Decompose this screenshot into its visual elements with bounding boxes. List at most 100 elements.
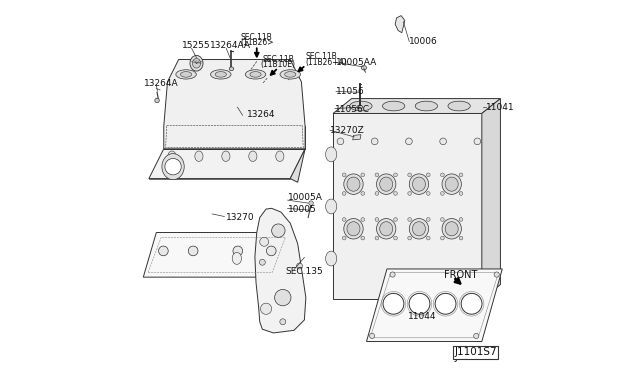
Circle shape [408,173,412,177]
Ellipse shape [347,177,360,191]
Polygon shape [482,99,500,299]
Ellipse shape [250,71,261,77]
Circle shape [361,218,365,221]
Circle shape [409,294,430,314]
Ellipse shape [406,138,412,145]
Polygon shape [164,60,305,149]
Circle shape [459,236,463,240]
Circle shape [260,303,271,314]
Ellipse shape [376,174,396,194]
Circle shape [375,236,379,240]
Ellipse shape [285,71,296,77]
Circle shape [459,218,463,221]
Circle shape [390,272,395,277]
Circle shape [342,192,346,195]
Text: 13264A: 13264A [145,79,179,88]
Text: SEC.135: SEC.135 [286,267,324,276]
Polygon shape [333,113,482,299]
Polygon shape [353,135,361,140]
Circle shape [375,218,379,221]
Ellipse shape [344,219,363,239]
Ellipse shape [232,253,241,264]
Ellipse shape [442,174,461,194]
Ellipse shape [190,55,203,71]
Circle shape [461,294,482,314]
Ellipse shape [337,138,344,145]
Text: 11056C: 11056C [335,105,370,114]
Ellipse shape [326,251,337,266]
Text: 11044: 11044 [408,312,437,321]
Circle shape [342,173,346,177]
Text: 13264AA: 13264AA [209,41,250,50]
Circle shape [188,246,198,256]
Polygon shape [164,126,305,149]
Text: (11B26+A): (11B26+A) [306,58,348,67]
Ellipse shape [448,101,470,111]
Text: 10005AA: 10005AA [335,58,377,67]
Polygon shape [333,99,500,113]
Ellipse shape [440,138,447,145]
Text: 10006: 10006 [410,37,438,46]
Ellipse shape [376,219,396,239]
Ellipse shape [276,151,284,161]
Circle shape [361,192,365,195]
Ellipse shape [245,70,266,79]
Polygon shape [367,269,502,341]
Circle shape [440,173,444,177]
Polygon shape [291,149,305,182]
Ellipse shape [222,151,230,161]
Ellipse shape [168,151,176,161]
Ellipse shape [412,177,426,191]
Circle shape [383,294,404,314]
Polygon shape [143,232,291,277]
Circle shape [474,333,479,339]
Circle shape [342,218,346,221]
Circle shape [408,236,412,240]
Text: 15255: 15255 [182,41,211,50]
Text: 10005A: 10005A [287,193,323,202]
Text: SEC.11B: SEC.11B [306,52,338,61]
Text: J1101S7: J1101S7 [454,352,497,362]
Circle shape [155,98,159,103]
Ellipse shape [383,101,405,111]
Text: 13270: 13270 [225,213,254,222]
Circle shape [426,236,430,240]
Text: 11056: 11056 [336,87,365,96]
Circle shape [375,173,379,177]
Ellipse shape [180,71,191,77]
Circle shape [440,192,444,195]
Text: 11041: 11041 [486,103,515,112]
Ellipse shape [362,65,367,70]
Polygon shape [395,16,405,33]
Text: SEC.11B: SEC.11B [241,33,273,42]
Circle shape [309,201,314,205]
Circle shape [259,259,266,265]
Ellipse shape [371,138,378,145]
Ellipse shape [349,101,372,111]
Circle shape [408,218,412,221]
Circle shape [426,192,430,195]
Ellipse shape [162,154,184,180]
Ellipse shape [380,222,393,236]
Circle shape [369,333,374,339]
Ellipse shape [344,174,363,194]
Ellipse shape [195,151,203,161]
Text: 13264: 13264 [247,110,276,119]
Circle shape [266,246,276,256]
Circle shape [459,192,463,195]
Ellipse shape [357,106,363,109]
Circle shape [394,173,397,177]
Ellipse shape [229,67,234,71]
Ellipse shape [442,219,461,239]
Circle shape [233,246,243,256]
Ellipse shape [215,71,227,77]
Circle shape [296,263,303,269]
Ellipse shape [176,70,196,79]
Text: 13270Z: 13270Z [330,126,365,135]
Circle shape [435,294,456,314]
Circle shape [375,192,379,195]
Circle shape [342,236,346,240]
Ellipse shape [410,174,429,194]
Text: FRONT: FRONT [444,270,477,279]
Ellipse shape [347,222,360,236]
